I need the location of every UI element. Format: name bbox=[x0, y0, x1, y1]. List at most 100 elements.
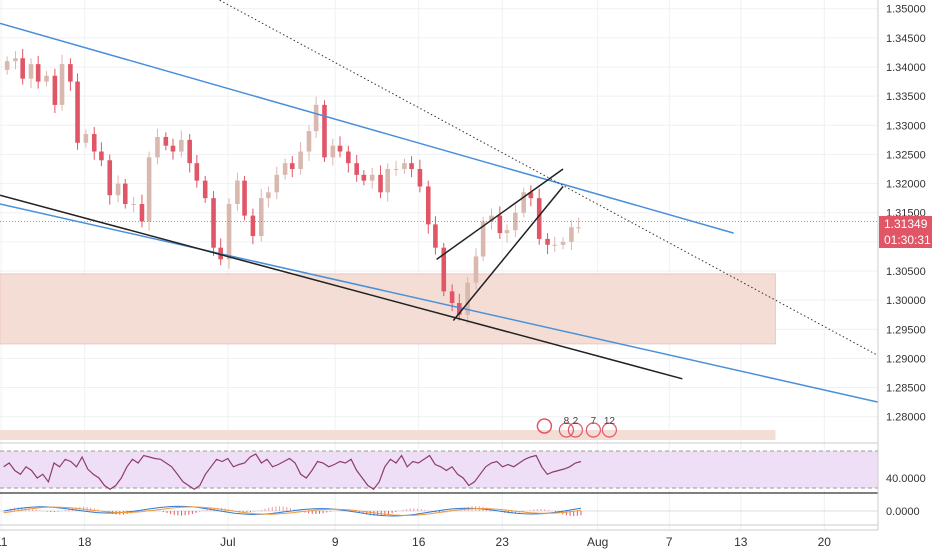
rsi-panel[interactable] bbox=[0, 442, 878, 491]
macd-line[interactable] bbox=[3, 505, 582, 517]
candle-body[interactable] bbox=[131, 203, 136, 205]
candle-body[interactable] bbox=[425, 186, 431, 225]
last-price-label: 1.31349 bbox=[884, 217, 928, 231]
candle-body[interactable] bbox=[274, 174, 280, 193]
trendline[interactable] bbox=[0, 22, 734, 234]
event-marker-icon[interactable] bbox=[601, 422, 617, 438]
candle-body[interactable] bbox=[289, 163, 295, 170]
trendline[interactable] bbox=[0, 194, 683, 380]
candle-body[interactable] bbox=[473, 256, 479, 283]
candle-body[interactable] bbox=[99, 151, 104, 161]
price-tick-label: 1.34500 bbox=[886, 33, 926, 45]
candle-body[interactable] bbox=[298, 151, 303, 170]
candle-body[interactable] bbox=[402, 163, 407, 170]
candle-body[interactable] bbox=[75, 81, 80, 143]
candle-body[interactable] bbox=[202, 180, 208, 199]
candle-body[interactable] bbox=[378, 174, 383, 193]
candle-body[interactable] bbox=[552, 244, 558, 246]
trendline[interactable] bbox=[0, 203, 879, 403]
candle-body[interactable] bbox=[59, 64, 65, 105]
candle-body[interactable] bbox=[242, 180, 247, 216]
candle-body[interactable] bbox=[146, 157, 152, 222]
candle-body[interactable] bbox=[576, 227, 581, 229]
event-flag-icon[interactable] bbox=[536, 418, 553, 434]
candle-body[interactable] bbox=[369, 174, 375, 181]
candle-body[interactable] bbox=[393, 169, 399, 171]
candle-body[interactable] bbox=[250, 215, 256, 237]
candle-body[interactable] bbox=[385, 169, 391, 193]
candle-body[interactable] bbox=[226, 203, 232, 260]
candle-body[interactable] bbox=[282, 163, 288, 175]
candle-body[interactable] bbox=[306, 131, 312, 152]
candle-body[interactable] bbox=[417, 169, 423, 187]
candle-body[interactable] bbox=[44, 75, 49, 82]
trendline[interactable] bbox=[160, 0, 879, 356]
candle-body[interactable] bbox=[155, 136, 160, 158]
candle-body[interactable] bbox=[449, 291, 455, 304]
candle-body[interactable] bbox=[497, 215, 503, 234]
candle-body[interactable] bbox=[28, 64, 34, 79]
candle-body[interactable] bbox=[20, 58, 25, 79]
candle-body[interactable] bbox=[513, 212, 518, 231]
candle-body[interactable] bbox=[322, 104, 327, 158]
candle-body[interactable] bbox=[346, 151, 351, 164]
candle-body[interactable] bbox=[569, 227, 574, 242]
candle-body[interactable] bbox=[35, 64, 41, 82]
candle-body[interactable] bbox=[480, 221, 486, 257]
candle-body[interactable] bbox=[560, 241, 566, 245]
candle-body[interactable] bbox=[194, 163, 200, 181]
candle-body[interactable] bbox=[433, 224, 438, 248]
candle-body[interactable] bbox=[409, 163, 414, 170]
candle-body[interactable] bbox=[258, 198, 264, 237]
candle-body[interactable] bbox=[354, 163, 359, 175]
candle-body[interactable] bbox=[187, 139, 192, 164]
trendlines[interactable] bbox=[0, 0, 879, 403]
candle-body[interactable] bbox=[456, 303, 462, 315]
candle-body[interactable] bbox=[330, 145, 336, 158]
candle-body[interactable] bbox=[235, 180, 240, 204]
candle-body[interactable] bbox=[536, 198, 542, 239]
candle-body[interactable] bbox=[170, 145, 176, 152]
candle-body[interactable] bbox=[211, 198, 216, 248]
candle-body[interactable] bbox=[337, 145, 343, 152]
trendline[interactable] bbox=[452, 186, 564, 322]
price-axis[interactable]: 1.35000 1.34500 1.34000 1.33500 1.33000 1.325… bbox=[877, 0, 932, 550]
time-axis[interactable]: 11 18 Jul 9 16 23 Aug 7 13 20 bbox=[0, 529, 878, 550]
candle-body[interactable] bbox=[361, 174, 367, 181]
candle-body[interactable] bbox=[52, 75, 58, 105]
candle-body[interactable] bbox=[441, 247, 447, 292]
trendline[interactable] bbox=[436, 168, 564, 260]
macd-panel[interactable] bbox=[0, 492, 878, 526]
candle-body[interactable] bbox=[313, 104, 319, 132]
candle-body[interactable] bbox=[528, 192, 534, 199]
candle-body[interactable] bbox=[68, 64, 73, 82]
candle-body[interactable] bbox=[91, 134, 97, 152]
time-tick-label: 20 bbox=[818, 535, 832, 549]
candle-body[interactable] bbox=[115, 183, 121, 196]
candle-body[interactable] bbox=[13, 58, 18, 62]
event-marker-icon[interactable] bbox=[558, 422, 574, 438]
candle-body[interactable] bbox=[266, 192, 271, 199]
candle-body[interactable] bbox=[489, 215, 494, 222]
event-count-label: 8 bbox=[564, 416, 570, 427]
candle-body[interactable] bbox=[521, 192, 526, 213]
event-marker-icon[interactable] bbox=[567, 422, 583, 438]
candle-body[interactable] bbox=[122, 183, 128, 204]
rsi-line[interactable] bbox=[3, 453, 582, 491]
candle-body[interactable] bbox=[107, 160, 113, 196]
macd-level-label: 0.0000 bbox=[886, 506, 920, 518]
candle-body[interactable] bbox=[4, 61, 10, 70]
macd-signal-line[interactable] bbox=[3, 506, 582, 516]
candle-body[interactable] bbox=[545, 238, 550, 245]
event-count-label: 12 bbox=[604, 416, 616, 427]
candle-body[interactable] bbox=[465, 282, 470, 315]
candle-body[interactable] bbox=[163, 136, 169, 146]
candle-body[interactable] bbox=[139, 203, 145, 222]
events-strip[interactable]: 8 2 7 12 bbox=[536, 416, 617, 438]
candle-body[interactable] bbox=[83, 134, 89, 143]
candle-body[interactable] bbox=[504, 230, 510, 234]
candle-body[interactable] bbox=[179, 139, 184, 152]
price-tick-label: 1.32500 bbox=[886, 149, 926, 161]
event-marker-icon[interactable] bbox=[585, 422, 601, 438]
